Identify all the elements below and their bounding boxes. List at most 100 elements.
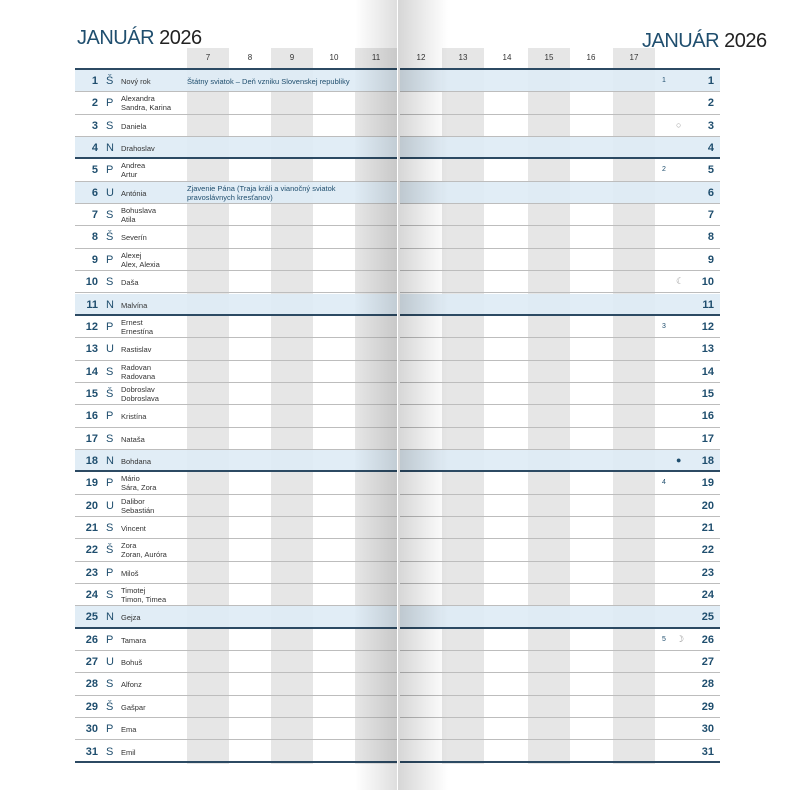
day-row-left[interactable] xyxy=(75,718,397,741)
day-row-left[interactable] xyxy=(75,539,397,562)
year-label: 2026 xyxy=(159,27,202,49)
name-day: Ema xyxy=(121,725,137,735)
name-day: Atila xyxy=(121,215,136,225)
day-row-right[interactable] xyxy=(400,271,720,294)
name-day: Andrea xyxy=(121,161,146,171)
day-row-right[interactable] xyxy=(400,92,720,115)
day-row-right[interactable] xyxy=(400,293,720,316)
day-row-right[interactable] xyxy=(400,383,720,406)
day-row-right[interactable] xyxy=(400,651,720,674)
day-row-right[interactable] xyxy=(400,741,720,763)
day-row-left[interactable] xyxy=(75,495,397,517)
day-number-right: 30 xyxy=(701,723,714,736)
day-row-right[interactable] xyxy=(400,495,720,517)
holiday-note: Štátny sviatok – Deň vzniku Slovenskej r… xyxy=(187,77,350,86)
day-row-left[interactable] xyxy=(75,316,397,339)
day-of-week: P xyxy=(106,410,114,423)
day-row-left[interactable] xyxy=(75,249,397,272)
day-row-left[interactable] xyxy=(75,629,397,652)
day-number-right: 5 xyxy=(707,164,714,177)
day-row-left[interactable] xyxy=(75,181,397,205)
hour-column-shade xyxy=(187,48,229,764)
day-row-left[interactable] xyxy=(75,92,397,115)
day-row-right[interactable] xyxy=(400,338,720,361)
day-row-left[interactable] xyxy=(75,696,397,719)
day-row-right[interactable] xyxy=(400,361,720,383)
day-row-right[interactable] xyxy=(400,181,720,205)
day-of-week: P xyxy=(106,477,114,490)
name-day: Timotej xyxy=(121,586,146,596)
day-of-week: U xyxy=(106,499,114,512)
name-day: Dobroslava xyxy=(121,393,159,403)
day-of-week: Š xyxy=(106,700,114,713)
day-number-right: 26 xyxy=(701,633,714,646)
hour-column-shade xyxy=(613,48,655,764)
day-row-right[interactable] xyxy=(400,696,720,719)
day-number-right: 8 xyxy=(707,231,714,244)
day-row-right[interactable] xyxy=(400,249,720,272)
name-day: Malvína xyxy=(121,300,148,310)
hour-column-shade xyxy=(355,48,397,764)
day-row-left[interactable] xyxy=(75,338,397,361)
day-row-left[interactable] xyxy=(75,361,397,383)
day-row-left[interactable] xyxy=(75,383,397,406)
day-row-right[interactable] xyxy=(400,226,720,249)
day-row-left[interactable] xyxy=(75,226,397,249)
day-row-left[interactable] xyxy=(75,159,397,182)
day-row-left[interactable] xyxy=(75,606,397,629)
day-row-right[interactable] xyxy=(400,115,720,138)
day-row-right[interactable] xyxy=(400,584,720,607)
hour-column-header: 9 xyxy=(289,53,295,62)
name-day: Nový rok xyxy=(121,77,151,86)
day-row-left[interactable] xyxy=(75,651,397,674)
day-of-week: N xyxy=(106,611,114,624)
name-day: Bohdana xyxy=(121,456,152,466)
day-row-left[interactable] xyxy=(75,673,397,696)
day-number: 9 xyxy=(91,253,98,266)
day-row-right[interactable] xyxy=(400,562,720,585)
name-day: Timon, Timea xyxy=(121,595,167,605)
day-row-right[interactable] xyxy=(400,449,720,473)
day-of-week: S xyxy=(106,589,114,602)
day-of-week: P xyxy=(106,164,114,177)
day-number-right: 13 xyxy=(701,343,714,356)
day-row-right[interactable] xyxy=(400,137,720,160)
day-row-left[interactable] xyxy=(75,70,397,93)
day-row-right[interactable] xyxy=(400,428,720,450)
day-row-left[interactable] xyxy=(75,449,397,473)
day-row-left[interactable] xyxy=(75,271,397,294)
day-row-left[interactable] xyxy=(75,293,397,316)
day-row-right[interactable] xyxy=(400,629,720,652)
week-number: 4 xyxy=(662,479,666,487)
day-row-left[interactable] xyxy=(75,584,397,607)
new-moon-icon: ● xyxy=(676,454,682,465)
name-day: Tamara xyxy=(121,635,147,645)
day-number: 24 xyxy=(85,589,98,602)
day-row-left[interactable] xyxy=(75,405,397,428)
day-row-right[interactable] xyxy=(400,204,720,227)
day-row-left[interactable] xyxy=(75,428,397,450)
day-row-right[interactable] xyxy=(400,316,720,339)
day-row-left[interactable] xyxy=(75,472,397,495)
day-of-week: U xyxy=(106,656,114,669)
day-row-left[interactable] xyxy=(75,517,397,540)
day-number-right: 24 xyxy=(701,589,714,602)
day-row-right[interactable] xyxy=(400,405,720,428)
day-row-right[interactable] xyxy=(400,472,720,495)
hour-column-shade xyxy=(528,48,570,764)
name-day: Radovana xyxy=(121,371,156,381)
day-row-left[interactable] xyxy=(75,204,397,227)
day-row-right[interactable] xyxy=(400,606,720,629)
day-number: 14 xyxy=(85,365,98,378)
day-row-right[interactable] xyxy=(400,673,720,696)
day-row-left[interactable] xyxy=(75,741,397,763)
day-row-right[interactable] xyxy=(400,539,720,562)
day-row-right[interactable] xyxy=(400,517,720,540)
day-row-left[interactable] xyxy=(75,137,397,160)
day-of-week: S xyxy=(106,209,114,222)
day-row-right[interactable] xyxy=(400,70,720,93)
day-row-right[interactable] xyxy=(400,159,720,182)
day-row-left[interactable] xyxy=(75,115,397,138)
day-row-right[interactable] xyxy=(400,718,720,741)
day-row-left[interactable] xyxy=(75,562,397,585)
